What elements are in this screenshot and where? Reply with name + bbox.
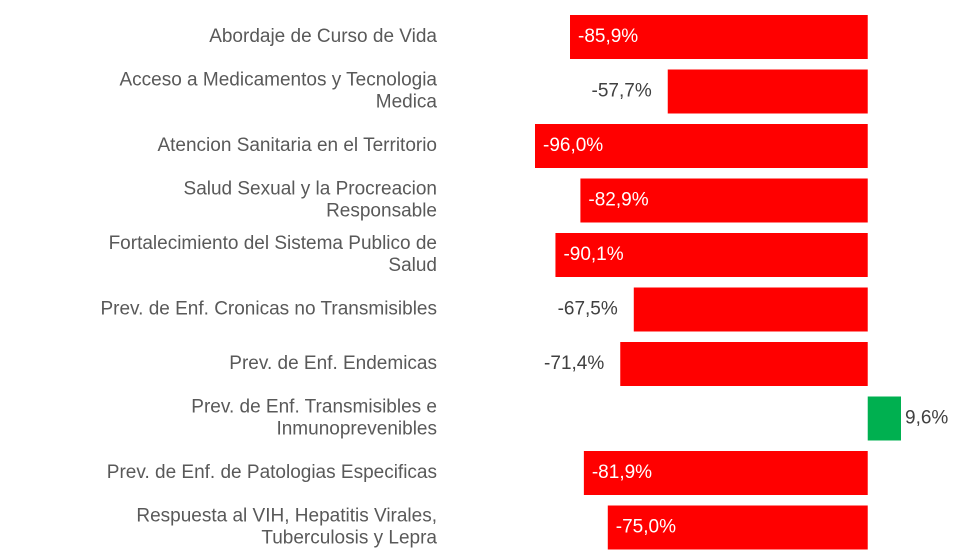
category-label: Salud Sexual y la Procreacion Responsable — [184, 179, 437, 222]
value-label: -75,0% — [616, 517, 676, 538]
category-label: Atencion Sanitaria en el Territorio — [157, 135, 437, 156]
bar — [583, 451, 868, 495]
value-label: -85,9% — [578, 26, 638, 47]
bar — [607, 505, 868, 550]
value-label: -71,4% — [544, 353, 604, 374]
category-label: Prev. de Enf. Endemicas — [229, 353, 437, 374]
value-label: -81,9% — [592, 462, 652, 483]
value-label: -96,0% — [543, 135, 603, 156]
value-label: -57,7% — [592, 81, 652, 102]
category-label: Fortalecimiento del Sistema Publico de Sa… — [109, 233, 437, 276]
bar — [620, 342, 868, 386]
value-label: -90,1% — [563, 244, 623, 265]
bar — [667, 69, 868, 114]
category-label: Acceso a Medicamentos y Tecnologia Medica — [119, 70, 437, 113]
bar — [580, 178, 868, 223]
category-label: Prev. de Enf. de Patologias Especificas — [107, 462, 437, 483]
bar — [633, 287, 868, 332]
category-label: Prev. de Enf. Cronicas no Transmisibles — [100, 299, 437, 320]
value-label: -82,9% — [588, 190, 648, 211]
value-label: -67,5% — [558, 299, 618, 320]
value-label: 9,6% — [905, 408, 948, 429]
category-label: Prev. de Enf. Transmisibles e Inmunopreve… — [191, 397, 437, 440]
bar — [535, 124, 868, 168]
category-label: Abordaje de Curso de Vida — [209, 26, 437, 47]
bar — [555, 233, 868, 277]
bar — [570, 15, 868, 59]
category-label: Respuesta al VIH, Hepatitis Virales, Tube… — [136, 506, 437, 549]
bar — [867, 396, 901, 441]
